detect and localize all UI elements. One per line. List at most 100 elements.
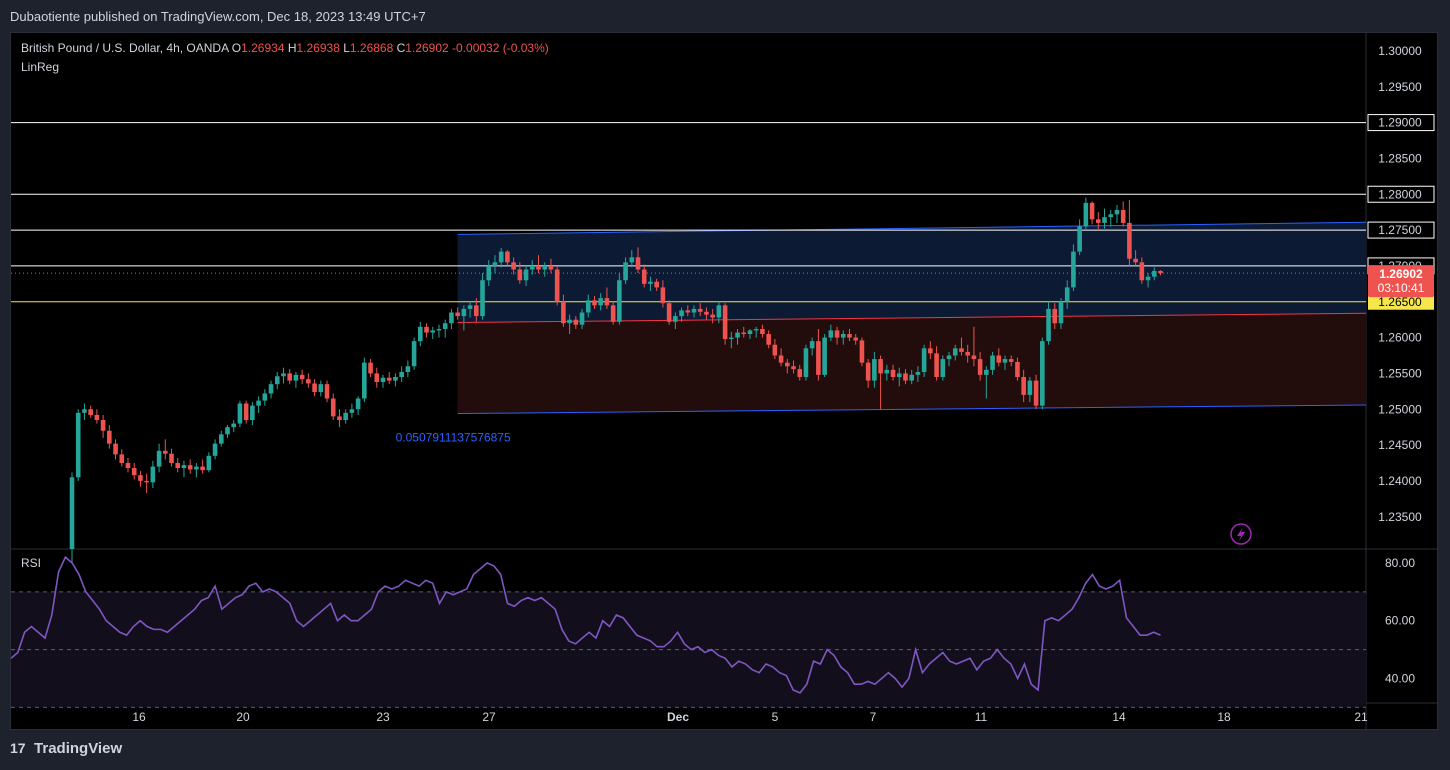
tradingview-brand[interactable]: TradingView — [34, 740, 123, 757]
candle-body — [1096, 219, 1101, 223]
candle — [1120, 201, 1126, 227]
candle-body — [337, 416, 342, 420]
price-tick-label: 1.29000 — [1378, 116, 1422, 130]
candle-body — [803, 348, 809, 377]
candle — [467, 301, 473, 318]
candle-body — [536, 265, 541, 270]
candle-body — [1139, 262, 1145, 281]
candle — [380, 374, 386, 388]
candle — [921, 344, 927, 377]
candle-body — [1114, 210, 1120, 215]
candle — [119, 449, 125, 467]
candle-body — [69, 477, 75, 549]
regression-upper-line — [457, 221, 1367, 235]
candle — [579, 308, 585, 329]
candle-body — [604, 298, 610, 306]
candle — [1102, 208, 1107, 229]
candle-body — [840, 334, 846, 338]
candle — [909, 369, 914, 385]
candle — [561, 294, 566, 327]
candle — [449, 308, 454, 329]
candle — [840, 330, 846, 345]
candle — [934, 346, 939, 381]
candle-body — [362, 362, 367, 399]
candle — [442, 319, 448, 338]
candle-body — [156, 450, 162, 467]
candle-body — [343, 412, 348, 420]
price-tick-label: 1.28500 — [1378, 151, 1422, 165]
time-tick-label: 14 — [1112, 710, 1126, 724]
candle — [903, 369, 908, 385]
candle-body — [442, 323, 448, 329]
price-chart[interactable]: 0.0507911137576875 1.30000 1.29500 1.29000 1… — [11, 33, 1439, 731]
candle — [399, 366, 404, 383]
candle — [853, 334, 859, 345]
candle-body — [194, 466, 199, 470]
candle-body — [592, 300, 597, 306]
candle — [629, 250, 635, 268]
candle-body — [1027, 380, 1033, 395]
candle — [138, 470, 143, 487]
candle — [125, 457, 131, 473]
candle-body — [374, 373, 380, 383]
candle-body — [262, 393, 268, 401]
candle-body — [386, 377, 392, 381]
candle-body — [977, 359, 983, 375]
candle-body — [119, 454, 125, 463]
candle-body — [293, 374, 299, 381]
candle — [641, 264, 647, 288]
candle-body — [287, 373, 292, 381]
candle-body — [959, 348, 964, 352]
candle — [243, 400, 249, 424]
candle — [299, 369, 305, 385]
candles-group — [69, 197, 1163, 564]
candle — [424, 323, 429, 338]
candle — [455, 307, 460, 320]
candle-body — [909, 374, 914, 381]
candle-body — [809, 341, 815, 349]
candle — [536, 255, 541, 274]
candle-body — [1120, 210, 1126, 223]
candle — [474, 298, 479, 322]
price-tick-label: 1.27500 — [1378, 223, 1422, 237]
candle-body — [250, 405, 255, 420]
candle — [679, 307, 684, 322]
ohlc-legend: British Pound / U.S. Dollar, 4h, OANDA O… — [21, 41, 549, 55]
candle-body — [903, 373, 908, 381]
candle — [511, 257, 516, 275]
regression-lower-line — [457, 404, 1367, 415]
tradingview-logo-icon[interactable]: 17 — [10, 740, 26, 756]
candle-body — [169, 453, 174, 463]
candle-body — [150, 466, 156, 483]
price-tick-label: 1.24500 — [1378, 438, 1422, 452]
chart-frame[interactable]: 0.0507911137576875 1.30000 1.29500 1.29000 1… — [10, 32, 1439, 731]
candle-body — [1064, 287, 1070, 302]
candle-body — [984, 369, 989, 375]
candle-body — [965, 351, 970, 356]
candle-body — [131, 468, 137, 476]
candle-body — [598, 298, 603, 306]
candle-body — [648, 281, 653, 284]
candle — [990, 351, 995, 375]
lightning-bolt-icon — [1237, 527, 1245, 541]
candle-body — [990, 355, 995, 370]
open-value: 1.26934 — [241, 41, 288, 55]
price-tick-label: 1.30000 — [1378, 44, 1422, 58]
candle-body — [741, 332, 747, 334]
candle — [915, 366, 921, 383]
candle — [585, 294, 591, 318]
candle-body — [934, 353, 939, 377]
bar-countdown-label: 03:10:41 — [1378, 281, 1425, 295]
candle — [673, 312, 678, 329]
candle — [735, 328, 740, 345]
candle-body — [697, 308, 703, 312]
high-key: H — [288, 41, 297, 55]
candle — [107, 425, 112, 449]
candle-body — [330, 398, 336, 417]
candle — [312, 379, 317, 397]
candle — [287, 369, 292, 385]
candle — [218, 430, 224, 447]
candle — [1058, 298, 1064, 329]
candle — [82, 403, 87, 420]
candle-body — [424, 326, 429, 333]
